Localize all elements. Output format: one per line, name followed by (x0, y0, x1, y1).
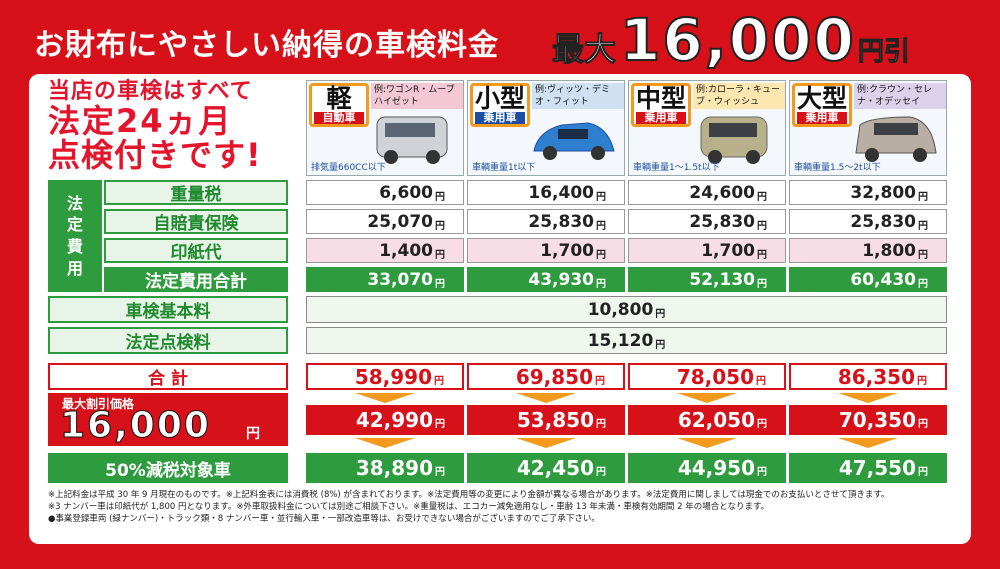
stamp-kei: 1,400 円 (306, 238, 464, 263)
discount-amount: 16,000 (619, 5, 856, 75)
total-large: 86,350 円 (789, 363, 947, 390)
car-type: 軽 (326, 84, 352, 113)
page-title: お財布にやさしい納得の車検料金 (34, 28, 499, 63)
intro-line-1: 当店の車検はすべて (48, 79, 253, 104)
max-discount-unit: 円 (246, 426, 260, 442)
car-type: 大型 (796, 84, 847, 113)
car-category: 乗用車 (475, 112, 525, 124)
max-discount-amount: 16,000 (60, 405, 211, 447)
intro-line-3: 点検付きです! (48, 136, 262, 175)
stamp-small: 1,700 円 (467, 238, 625, 263)
insurance-small: 25,830 円 (467, 209, 625, 234)
car-weight: 車輌重量1.5〜2t以下 (794, 163, 881, 173)
weight-tax-small: 16,400 円 (467, 180, 625, 205)
car-card-large: 大型 乗用車 例:クラウン・セレナ・オデッセイ 車輌重量1.5〜2t以下 (789, 80, 947, 176)
half-tax-kei: 38,890 円 (306, 453, 464, 483)
weight-tax-kei: 6,600 円 (306, 180, 464, 205)
row-label-legal-total: 法定費用合計 (104, 267, 288, 292)
car-weight: 車輌重量1t以下 (472, 163, 536, 173)
insurance-large: 25,830 円 (789, 209, 947, 234)
down-arrow-icon (355, 393, 415, 403)
footnote-3: ●事業登録車両 (緑ナンバー)・トラック類・8 ナンバー車・並行輸入車・一部改造… (48, 514, 600, 524)
car-example: 例:カローラ・キューブ・ウィッシュ (693, 83, 785, 109)
legal-fees-label-text: 法 定 費 用 (66, 193, 83, 278)
car-badge: 中型 乗用車 (631, 83, 691, 127)
row-label-half-tax: 50%減税対象車 (48, 453, 288, 483)
insurance-kei: 25,070 円 (306, 209, 464, 234)
car-example: 例:ヴィッツ・デミオ・フィット (532, 83, 624, 109)
weight-tax-large: 32,800 円 (789, 180, 947, 205)
basic-fee-value: 10,800 円 (306, 296, 947, 323)
discounted-medium: 62,050 円 (628, 405, 786, 435)
car-example: 例:クラウン・セレナ・オデッセイ (854, 83, 946, 109)
footnotes: ※上記料金は平成 30 年 9 月現在のものです。※上記料金表には消費税 (8%… (48, 489, 968, 525)
car-category: 乗用車 (797, 112, 847, 124)
max-discount-box: 最大割引価格 16,000 円 (48, 393, 288, 447)
half-tax-medium: 44,950 円 (628, 453, 786, 483)
insurance-medium: 25,830 円 (628, 209, 786, 234)
total-small: 69,850 円 (467, 363, 625, 390)
row-label-inspection-fee: 法定点検料 (48, 327, 288, 354)
car-category: 乗用車 (636, 112, 686, 124)
car-card-medium: 中型 乗用車 例:カローラ・キューブ・ウィッシュ 車輌重量1〜1.5t以下 (628, 80, 786, 176)
legal-total-large: 60,430 円 (789, 267, 947, 292)
header-discount: 最大 16,000 円引 (551, 5, 910, 75)
down-arrow-icon (516, 393, 576, 403)
stamp-large: 1,800 円 (789, 238, 947, 263)
car-medium-icon (700, 116, 768, 164)
total-medium: 78,050 円 (628, 363, 786, 390)
down-arrow-icon (838, 393, 898, 403)
inspection-fee-value: 15,120 円 (306, 327, 947, 354)
car-card-small: 小型 乗用車 例:ヴィッツ・デミオ・フィット 車輌重量1t以下 (467, 80, 625, 176)
car-small-icon (533, 122, 615, 160)
car-example: 例:ワゴンR・ムーブ ハイゼット (371, 83, 463, 109)
car-type: 中型 (635, 84, 686, 113)
half-tax-large: 47,550 円 (789, 453, 947, 483)
discounted-small: 53,850 円 (467, 405, 625, 435)
down-arrow-icon (677, 438, 737, 448)
intro-line-2: 法定24ヵ月 (48, 101, 233, 140)
total-kei: 58,990 円 (306, 363, 464, 390)
down-arrow-icon (516, 438, 576, 448)
car-large-icon (855, 116, 937, 162)
footnote-1: ※上記料金は平成 30 年 9 月現在のものです。※上記料金表には消費税 (8%… (48, 490, 890, 500)
car-card-kei: 軽 自動車 例:ワゴンR・ムーブ ハイゼット 排気量660CC以下 (306, 80, 464, 176)
discounted-large: 70,350 円 (789, 405, 947, 435)
down-arrow-icon (355, 438, 415, 448)
legal-fees-label: 法 定 費 用 (48, 180, 102, 292)
row-label-weight-tax: 重量税 (104, 180, 288, 205)
discounted-kei: 42,990 円 (306, 405, 464, 435)
legal-total-small: 43,930 円 (467, 267, 625, 292)
row-label-basic-fee: 車検基本料 (48, 296, 288, 323)
car-badge: 大型 乗用車 (792, 83, 852, 127)
half-tax-small: 42,450 円 (467, 453, 625, 483)
footnote-2: ※3 ナンバー車は印紙代が 1,800 円となります。※外車取扱料金については別… (48, 502, 770, 512)
car-weight: 車輌重量1〜1.5t以下 (633, 163, 720, 173)
row-label-insurance: 自賠責保険 (104, 209, 288, 234)
weight-tax-medium: 24,600 円 (628, 180, 786, 205)
stamp-medium: 1,700 円 (628, 238, 786, 263)
car-kei-icon (376, 116, 448, 164)
row-label-total: 合 計 (48, 363, 288, 390)
car-badge: 軽 自動車 (309, 83, 369, 127)
row-label-stamp: 印紙代 (104, 238, 288, 263)
car-weight: 排気量660CC以下 (311, 163, 386, 173)
car-category: 自動車 (314, 112, 364, 124)
max-discount-title: 最大割引価格 (62, 397, 135, 411)
car-badge: 小型 乗用車 (470, 83, 530, 127)
down-arrow-icon (838, 438, 898, 448)
car-type: 小型 (474, 84, 525, 113)
discount-suffix: 円引 (857, 37, 910, 68)
down-arrow-icon (677, 393, 737, 403)
discount-prefix: 最大 (551, 30, 617, 69)
legal-total-medium: 52,130 円 (628, 267, 786, 292)
intro-text: 当店の車検はすべて 法定24ヵ月 点検付きです! (48, 80, 288, 173)
legal-total-kei: 33,070 円 (306, 267, 464, 292)
